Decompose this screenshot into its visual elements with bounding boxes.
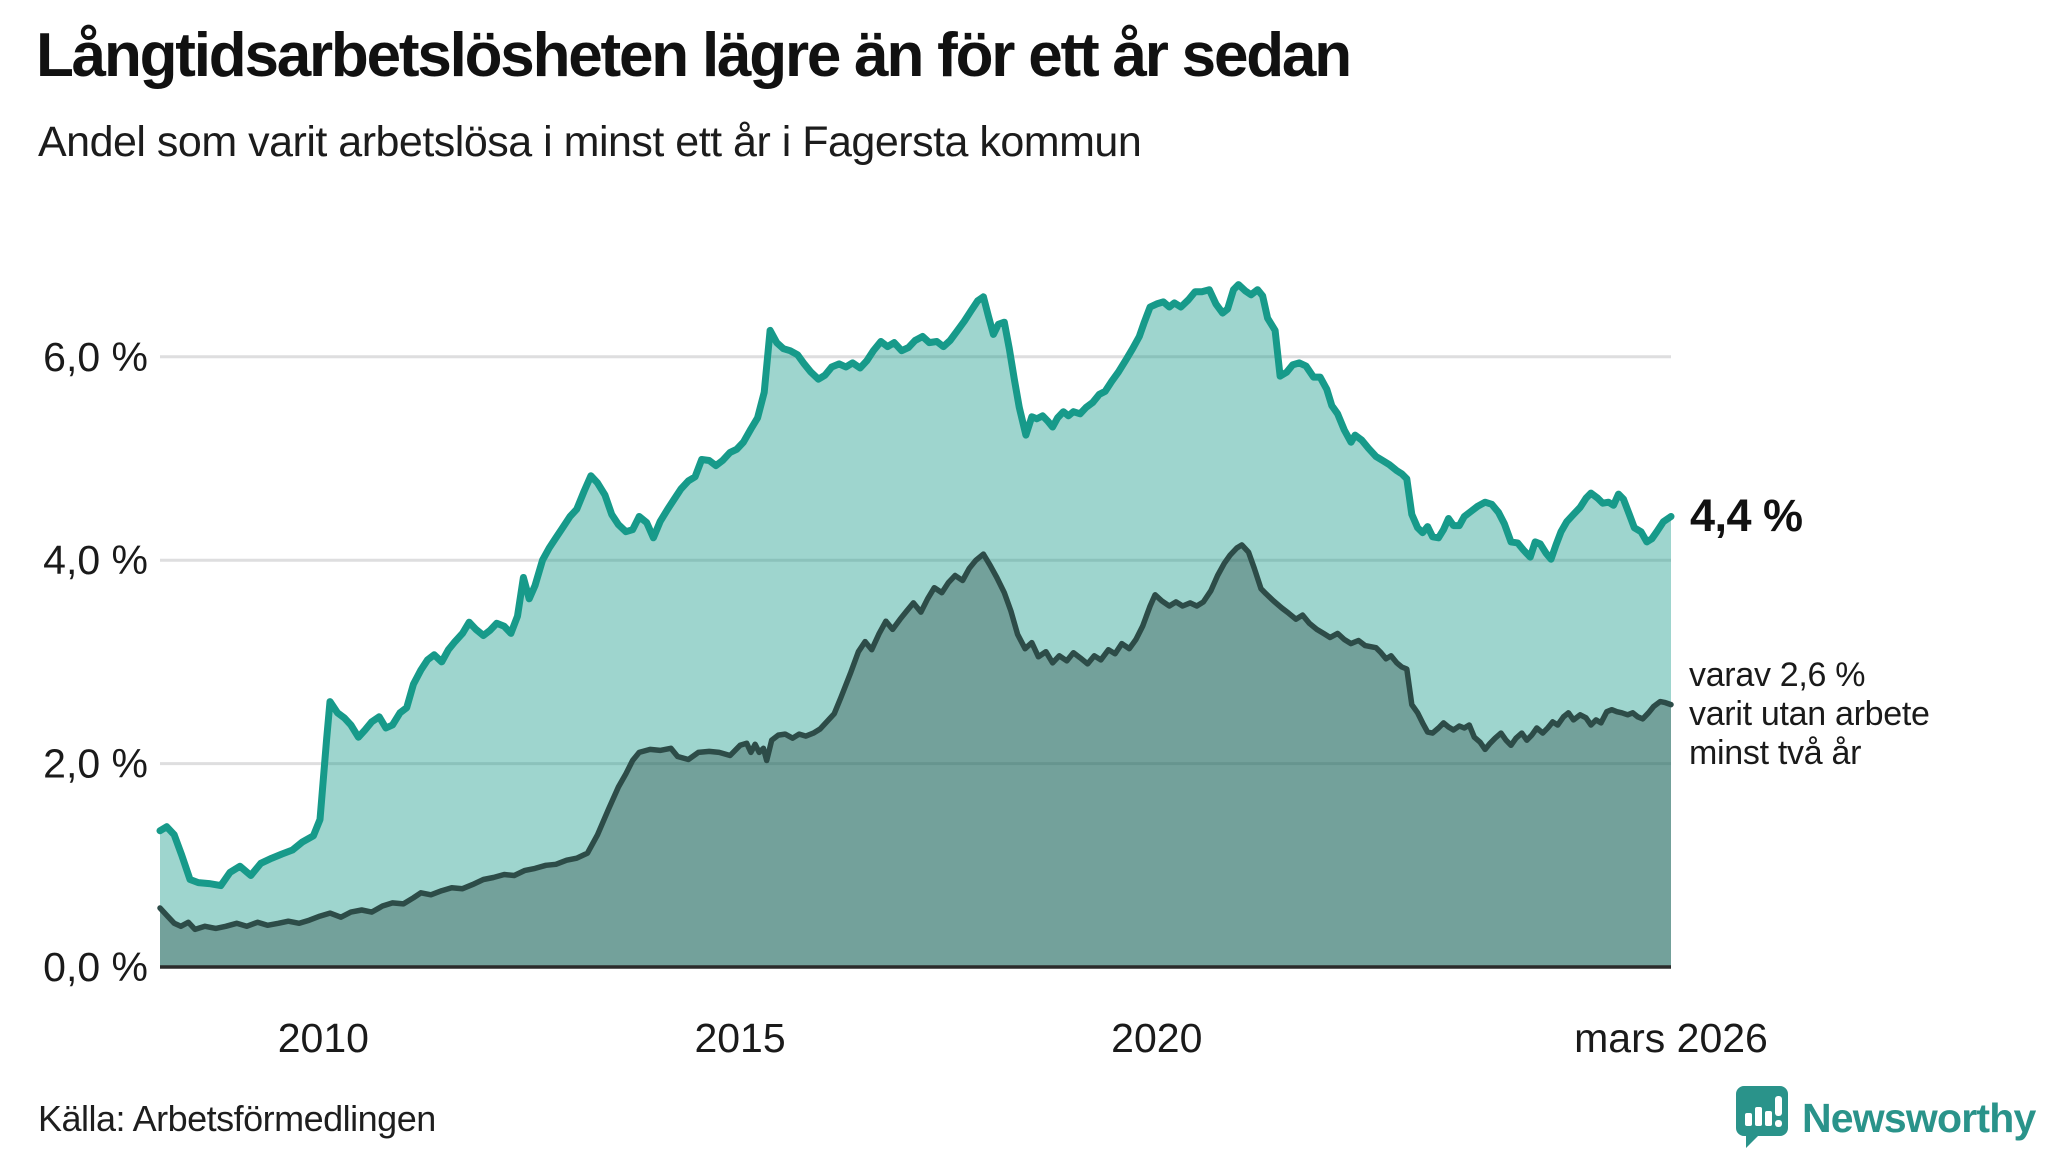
y-tick-label: 6,0 % [43,334,148,380]
y-tick-label: 4,0 % [43,537,148,583]
secondary-annotation-line: minst två år [1689,734,1862,772]
newsworthy-wordmark: Newsworthy [1802,1095,2036,1141]
chart-title: Långtidsarbetslösheten lägre än för ett … [36,21,1352,90]
x-tick-label: mars 2026 [1574,1015,1768,1061]
area-fill-series-1 [160,284,1671,968]
y-tick-label: 2,0 % [43,741,148,787]
secondary-annotation-line: varit utan arbete [1689,695,1930,733]
x-tick-label: 2020 [1111,1015,1202,1061]
source-note: Källa: Arbetsförmedlingen [38,1098,436,1139]
secondary-annotation: varav 2,6 % varit utan arbete minst två … [1689,656,1930,773]
latest-value-label: 4,4 % [1690,490,1803,541]
x-tick-label: 2010 [278,1015,369,1061]
chart-subtitle: Andel som varit arbetslösa i minst ett å… [38,118,1142,166]
newsworthy-icon [1736,1086,1788,1148]
y-tick-label: 0,0 % [43,944,148,990]
data-line-series-1 [156,281,1675,890]
newsworthy-logo: Newsworthy [1736,1086,2036,1150]
secondary-annotation-line: varav 2,6 % [1689,656,1866,694]
area-fill-series-2 [160,544,1671,967]
x-tick-label: 2015 [694,1015,785,1061]
data-line-series-2 [157,542,1674,933]
